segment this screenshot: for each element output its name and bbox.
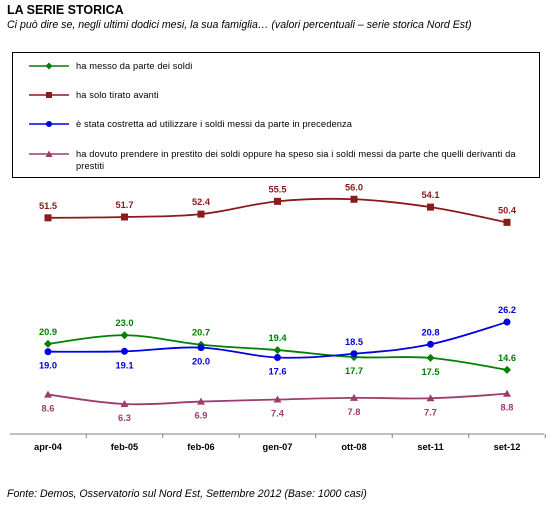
legend: ha messo da parte dei soldi ha solo tira… [12, 52, 540, 178]
data-label-s3-6: 8.8 [501, 403, 514, 413]
data-label-s1-5: 54.1 [421, 190, 439, 200]
data-label-s2-2: 20.0 [192, 357, 210, 367]
data-point-s1-4 [350, 195, 358, 203]
x-tick-label-feb-06: feb-06 [187, 442, 214, 452]
x-tick-label-set-11: set-11 [417, 442, 443, 452]
data-point-s0-1 [120, 331, 129, 340]
data-label-s3-3: 7.4 [271, 409, 285, 419]
data-label-s1-1: 51.7 [115, 200, 133, 210]
data-point-s0-3 [273, 346, 282, 355]
chart-subtitle: Ci può dire se, negli ultimi dodici mesi… [7, 19, 472, 31]
data-label-s3-2: 6.9 [195, 411, 208, 421]
chart-title: LA SERIE STORICA [7, 3, 124, 17]
data-label-s0-5: 17.5 [421, 367, 439, 377]
line-chart: apr-04 feb-05 feb-06 gen-07 ott-08 set-11 set-… [10, 182, 546, 452]
data-point-s1-5 [427, 203, 434, 211]
data-label-s0-6: 14.6 [498, 353, 516, 363]
data-point-s2-2 [197, 344, 205, 352]
data-label-s1-4: 56.0 [345, 182, 363, 192]
x-tick-label-apr-04: apr-04 [34, 442, 63, 452]
source-note: Fonte: Demos, Osservatorio sul Nord Est,… [7, 488, 367, 500]
data-label-s1-0: 51.5 [39, 201, 57, 211]
data-label-s2-5: 20.8 [421, 327, 439, 337]
data-point-s2-5 [427, 340, 434, 348]
data-point-s1-2 [197, 210, 205, 218]
data-point-s3-2 [197, 397, 205, 405]
data-label-s2-1: 19.1 [115, 360, 133, 370]
data-point-s3-6 [503, 389, 511, 397]
legend-label-used-savings: è stata costretta ad utilizzare i soldi … [76, 119, 353, 129]
data-label-s2-6: 26.2 [498, 305, 516, 315]
legend-label-borrowed: ha dovuto prendere in prestito dei soldi… [76, 149, 516, 171]
data-point-s3-1 [120, 400, 129, 408]
legend-marker-saved [29, 62, 69, 70]
data-label-s0-0: 20.9 [39, 327, 57, 337]
data-label-s2-0: 19.0 [39, 361, 57, 371]
legend-marker-used-savings [29, 121, 69, 127]
data-label-s0-4: 17.7 [345, 366, 363, 376]
data-point-s2-1 [121, 347, 128, 355]
data-label-s3-0: 8.6 [42, 404, 55, 414]
data-label-s2-3: 17.6 [268, 366, 286, 376]
data-point-s2-0 [44, 348, 52, 356]
data-label-s0-2: 20.7 [192, 328, 210, 338]
data-point-s3-4 [350, 393, 358, 401]
data-point-s2-4 [350, 350, 358, 358]
data-label-s1-6: 50.4 [498, 205, 517, 215]
data-label-s1-2: 52.4 [192, 197, 211, 207]
legend-label-saved: ha messo da parte dei soldi [76, 61, 193, 71]
data-point-s1-6 [503, 218, 511, 226]
legend-marker-got-by [29, 92, 69, 98]
data-point-s1-3 [274, 197, 281, 205]
x-tick-label-gen-07: gen-07 [263, 442, 293, 452]
data-point-s3-0 [44, 390, 52, 398]
data-label-s3-1: 6.3 [118, 413, 131, 423]
x-tick-label-ott-08: ott-08 [341, 442, 366, 452]
data-label-s2-4: 18.5 [345, 337, 363, 347]
data-label-s1-3: 55.5 [268, 184, 286, 194]
data-point-s0-6 [503, 365, 511, 374]
data-label-s3-4: 7.8 [348, 407, 361, 417]
x-tick-label-set-12: set-12 [494, 442, 521, 452]
data-point-s3-5 [426, 394, 435, 402]
x-tick-label-feb-05: feb-05 [111, 442, 138, 452]
legend-label-got-by: ha solo tirato avanti [76, 90, 159, 100]
data-point-s1-0 [44, 214, 52, 222]
legend-marker-borrowed [29, 150, 69, 157]
data-label-s0-3: 19.4 [268, 333, 287, 343]
data-point-s3-3 [273, 395, 282, 403]
data-point-s1-1 [121, 213, 128, 221]
data-point-s0-5 [426, 353, 435, 362]
data-point-s2-6 [503, 318, 511, 326]
data-label-s0-1: 23.0 [115, 318, 133, 328]
data-label-s3-5: 7.7 [424, 407, 437, 417]
data-point-s2-3 [274, 353, 281, 361]
data-point-s0-0 [44, 339, 52, 348]
